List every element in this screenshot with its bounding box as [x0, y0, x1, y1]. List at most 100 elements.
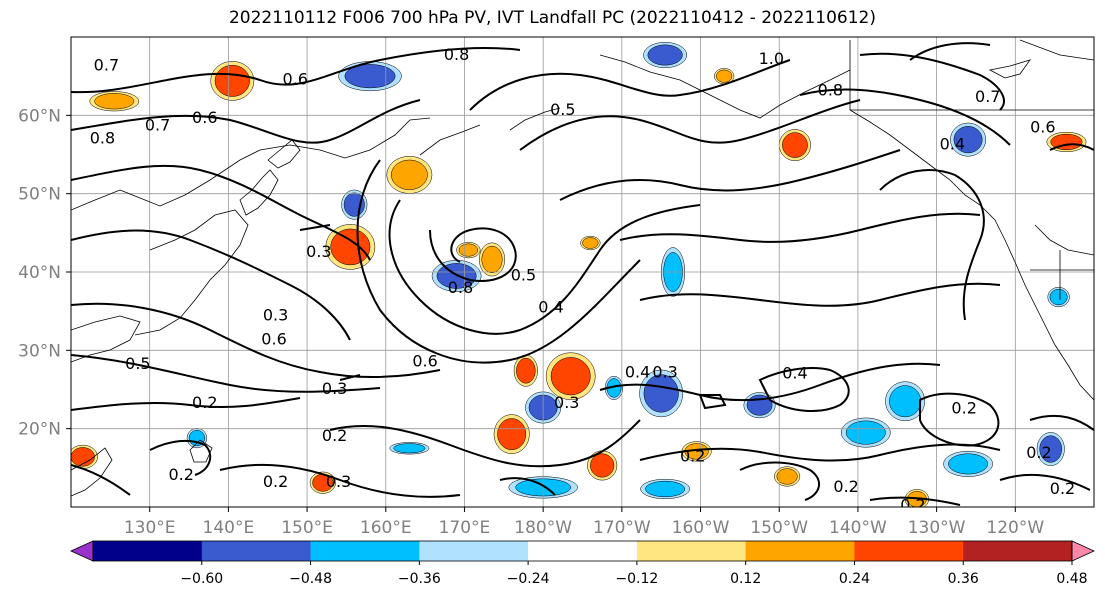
latitude-axis: 60°N 50°N 40°N 30°N 20°N [18, 106, 71, 440]
contour-label: 0.5 [550, 100, 575, 119]
contour-label: 0.7 [975, 87, 1000, 106]
contour-label: 0.8 [818, 80, 843, 99]
pv-anomaly-blob [950, 122, 987, 157]
coastlines [71, 39, 1094, 497]
colorbar-tick-label: −0.36 [398, 571, 441, 587]
colorbar-segment [310, 541, 420, 561]
lon-tick-label: 150°E [281, 518, 333, 538]
lon-tick-label: 160°W [672, 518, 730, 538]
colorbar: −0.60 −0.48 −0.36 −0.24 −0.12 0.12 0.24 0.36 0.4… [70, 540, 1095, 587]
colorbar-segment [419, 541, 529, 561]
lat-lon-gridlines [71, 37, 1094, 507]
colorbar-tick-label: −0.60 [180, 571, 223, 587]
contour-label: 0.3 [652, 362, 677, 381]
colorbar-tick-label: −0.48 [289, 571, 332, 587]
pv-anomaly-blob [493, 414, 530, 454]
contour-label: 0.7 [94, 55, 119, 74]
contour-label-layer: 0.8 1.00.70.60.50.8 0.70.60.80.7 0.60.40.30… [90, 45, 1075, 515]
contour-label: 0.2 [951, 399, 976, 418]
contour-label: 0.6 [192, 108, 217, 127]
colorbar-frame [92, 540, 1073, 562]
pv-anomaly-blob [338, 61, 402, 92]
pv-anomaly-blob [639, 369, 684, 418]
colorbar-segment [745, 541, 855, 561]
contour-label: 0.3 [326, 472, 351, 491]
pv-anomaly-blob [456, 241, 481, 259]
colorbar-tick-label: 0.36 [948, 571, 979, 587]
pv-anomaly-blob [89, 91, 140, 112]
colorbar-segment [963, 541, 1073, 561]
pv-anomaly-blob [309, 471, 336, 494]
contour-label: 0.2 [900, 496, 925, 515]
pv-anomaly-blob [341, 189, 368, 220]
contour-label: 0.4 [782, 363, 807, 382]
contour-label: 0.3 [263, 305, 288, 324]
contour-label: 0.2 [833, 477, 858, 496]
colorbar-segment [201, 541, 312, 561]
lon-tick-label: 180°W [514, 518, 572, 538]
pv-anomaly-blob [545, 352, 596, 400]
colorbar-min-arrow [70, 540, 94, 562]
pv-anomaly-blob [386, 156, 433, 194]
pv-anomaly-blob [389, 442, 430, 455]
pv-anomaly-blob [478, 242, 506, 277]
lon-tick-label: 140°E [203, 518, 255, 538]
lat-tick-label: 60°N [18, 106, 61, 126]
pv-anomaly-blob [885, 381, 926, 422]
contour-label: 0.2 [1050, 479, 1075, 498]
pv-anomaly-blob [840, 417, 891, 448]
lon-tick-label: 120°W [986, 518, 1044, 538]
colorbar-tick-label: 0.12 [730, 571, 761, 587]
lat-tick-label: 20°N [18, 420, 61, 440]
lon-tick-label: 140°W [829, 518, 887, 538]
colorbar-segment [528, 541, 638, 561]
contour-label: 0.3 [554, 393, 579, 412]
lat-tick-label: 30°N [18, 341, 61, 361]
colorbar-segment [636, 541, 747, 561]
contour-label: 0.3 [322, 379, 347, 398]
colorbar-tick-label: −0.24 [507, 571, 550, 587]
pv-anomaly-blob [1036, 432, 1065, 466]
pv-anomaly-blob [587, 450, 618, 481]
contour-label: 0.3 [306, 242, 331, 261]
contour-label: 0.4 [625, 362, 650, 381]
plot-area: 0.8 1.00.70.60.50.8 0.70.60.80.7 0.60.40.30… [71, 37, 1094, 515]
pv-anomaly-blob [513, 354, 538, 387]
contour-label: 0.8 [444, 45, 469, 64]
contour-label: 1.0 [759, 49, 784, 68]
pv-anomaly-blob [71, 444, 98, 469]
contour-label: 0.6 [261, 330, 286, 349]
contour-label: 0.5 [511, 265, 536, 284]
colorbar-max-arrow [1071, 540, 1095, 562]
lon-tick-label: 150°W [750, 518, 808, 538]
contour-label: 0.4 [940, 135, 965, 154]
pv-anomaly-blob [778, 129, 811, 162]
pv-anomaly-blob [643, 42, 688, 68]
contour-label: 0.6 [283, 70, 308, 89]
lat-tick-label: 40°N [18, 263, 61, 283]
contour-label: 0.2 [263, 472, 288, 491]
contour-label: 0.6 [1030, 117, 1055, 136]
pv-anomaly-blob [604, 375, 624, 400]
pv-anomaly-blob [714, 68, 735, 85]
longitude-axis: 130°E 140°E 150°E 160°E 170°E 180°W 170°W 160°W… [124, 507, 1044, 538]
contour-label: 0.4 [538, 297, 563, 316]
pv-anomaly-blob [640, 478, 690, 500]
contour-label: 0.2 [680, 446, 705, 465]
colorbar-tick-label: 0.24 [839, 571, 870, 587]
colorbar-segment [93, 541, 203, 561]
lon-tick-label: 170°W [593, 518, 651, 538]
pv-anomaly-blob [743, 392, 776, 419]
lon-tick-label: 130°W [908, 518, 966, 538]
pv-anomaly-blob [774, 466, 801, 487]
contour-label: 0.6 [412, 352, 437, 371]
colorbar-segment [854, 541, 964, 561]
contour-label: 0.2 [168, 465, 193, 484]
colorbar-tick-label: 0.48 [1056, 571, 1087, 587]
pv-anomaly-blob [681, 441, 712, 462]
pv-anomaly-blob [210, 61, 255, 101]
contour-label: 0.2 [322, 426, 347, 445]
pv-anomaly-blob [580, 235, 601, 251]
contour-label: 0.7 [145, 116, 170, 135]
